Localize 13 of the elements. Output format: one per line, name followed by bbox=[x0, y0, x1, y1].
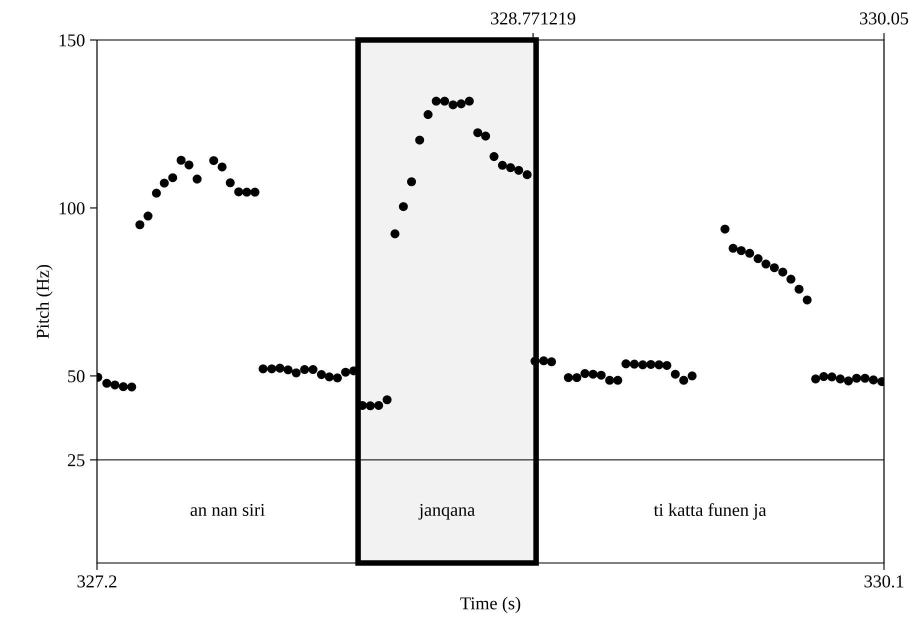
x2-tick-label: 328.771219 bbox=[491, 12, 576, 25]
x-axis-title: Time (s) bbox=[460, 596, 520, 614]
y-tick-label: 100 bbox=[60, 202, 85, 214]
y-axis-title: Pitch (Hz) bbox=[36, 264, 53, 338]
x2-tick-label: 330.05 bbox=[860, 12, 908, 25]
y-tick-label: 50 bbox=[68, 370, 85, 382]
y-tick-label: 25 bbox=[68, 454, 84, 466]
x-tick-label: 330.1 bbox=[864, 575, 904, 588]
x-tick-label: 327.2 bbox=[78, 575, 116, 588]
annotation: an nan siri bbox=[190, 504, 265, 516]
annotation: janqana bbox=[418, 504, 475, 520]
y-tick-label: 150 bbox=[60, 34, 85, 46]
annotation: ti katta funen ja bbox=[654, 503, 766, 520]
